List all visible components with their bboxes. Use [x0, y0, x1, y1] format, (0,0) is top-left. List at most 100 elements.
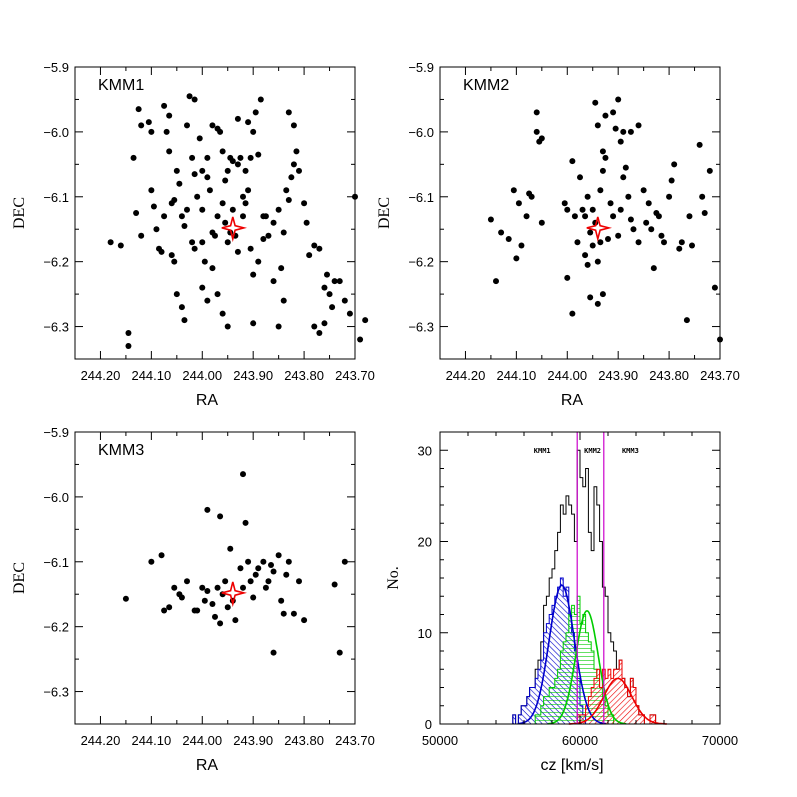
data-point [201, 258, 208, 265]
data-point [224, 323, 231, 330]
data-point [237, 565, 244, 572]
data-point [645, 200, 652, 207]
data-point [599, 167, 606, 174]
x-axis-label: RA [196, 757, 219, 774]
data-point [171, 258, 178, 265]
data-point [589, 206, 596, 213]
data-point [352, 193, 358, 200]
data-point [270, 568, 277, 575]
data-point [107, 239, 114, 246]
x-axis-label: RA [196, 392, 219, 409]
data-point [199, 167, 206, 174]
data-point [178, 304, 185, 311]
scatter-panel-kmm3: 244.20 244.10 244.00 243.90 243.80 243.70 −5.9… [11, 425, 375, 774]
data-point [561, 200, 568, 207]
data-point [311, 323, 318, 330]
data-point [696, 141, 703, 148]
data-point [250, 128, 257, 135]
cluster-center-star-icon [221, 216, 247, 243]
x-tick-label: 244.10 [131, 733, 171, 748]
data-point [178, 594, 185, 601]
data-point [671, 161, 678, 168]
data-point [191, 96, 198, 103]
data-point [130, 154, 137, 161]
data-point [336, 278, 343, 285]
data-point [262, 584, 269, 591]
data-point [579, 206, 586, 213]
data-point [635, 239, 642, 246]
data-point [199, 284, 206, 291]
x-tick-label: 244.20 [81, 368, 121, 383]
data-point [176, 180, 183, 187]
data-point [204, 174, 211, 181]
data-point [201, 597, 208, 604]
gaussian-fit-kmm1 [517, 584, 607, 725]
data-point [275, 552, 282, 559]
data-point [283, 187, 290, 194]
data-point [518, 242, 525, 249]
x-tick-label: 243.90 [233, 733, 273, 748]
data-point [229, 158, 236, 165]
data-point [191, 171, 198, 178]
data-point [196, 135, 203, 142]
data-point [283, 571, 290, 578]
y-tick-label: 10 [418, 626, 432, 641]
data-point [686, 213, 693, 220]
data-point [222, 177, 229, 184]
gaussian-fit-kmm3 [568, 677, 667, 725]
data-point [245, 187, 252, 194]
data-point [564, 206, 571, 213]
data-point [275, 206, 282, 213]
data-point [324, 271, 330, 278]
data-point [240, 584, 246, 591]
data-point [625, 193, 632, 200]
data-point [265, 578, 272, 585]
data-point [620, 174, 627, 181]
data-point [597, 239, 604, 246]
data-point [245, 558, 252, 565]
data-point [270, 219, 277, 226]
data-point [280, 229, 287, 236]
y-axis-label: DEC [11, 562, 28, 594]
data-point [620, 128, 627, 135]
data-point [617, 138, 624, 145]
group-label: KMM1 [534, 447, 551, 455]
data-point [184, 122, 190, 129]
data-point [268, 562, 274, 569]
data-point [184, 206, 190, 213]
data-point [493, 278, 499, 285]
data-point [234, 248, 241, 255]
data-point [326, 291, 333, 298]
data-point [505, 235, 512, 242]
data-point [133, 210, 140, 216]
data-point [306, 252, 313, 259]
data-point [173, 291, 180, 298]
data-point [161, 102, 168, 109]
data-point [331, 278, 338, 285]
data-point [564, 274, 571, 281]
data-point [219, 148, 226, 155]
data-point [533, 128, 540, 135]
x-tick-label: 70000 [702, 733, 738, 748]
data-point [242, 167, 249, 174]
data-point [171, 584, 178, 591]
data-point [224, 167, 231, 174]
data-point [125, 330, 132, 337]
data-point [523, 213, 530, 220]
data-point [510, 187, 517, 194]
x-axis-label: cz [km/s] [540, 757, 603, 774]
panel-label: KMM2 [463, 77, 509, 94]
data-point [212, 232, 218, 239]
data-point [191, 245, 198, 252]
y-axis-label: DEC [11, 197, 28, 229]
data-point [303, 219, 310, 226]
data-point [199, 239, 206, 246]
data-point [229, 206, 236, 213]
data-point [622, 164, 629, 171]
data-point [592, 99, 599, 106]
data-point [173, 167, 180, 174]
data-point [257, 96, 264, 103]
data-point [357, 336, 364, 343]
data-point [212, 613, 218, 620]
data-point [166, 112, 173, 119]
